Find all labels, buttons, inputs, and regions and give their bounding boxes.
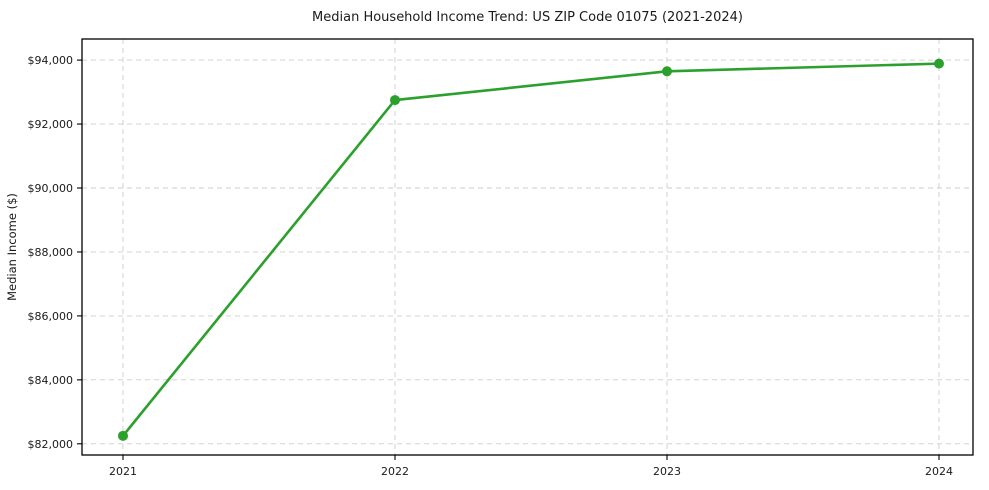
data-series-layer [118,58,944,441]
axis-layer: $82,000 $84,000 $86,000 $88,000 $90,000 $92,0… [28,38,974,478]
y-tick-label: $94,000 [28,54,74,67]
x-tick-label: 2023 [653,465,681,478]
y-tick-label: $92,000 [28,118,74,131]
x-tick-label: 2022 [381,465,409,478]
data-point-marker [934,58,944,69]
y-tick-label: $86,000 [28,310,74,323]
y-tick-label: $82,000 [28,438,74,451]
trend-line [121,62,941,438]
y-tick-label: $88,000 [28,246,74,259]
x-tick-label: 2024 [925,465,953,478]
data-point-marker [390,95,400,106]
data-point-marker [118,430,128,441]
chart-title: Median Household Income Trend: US ZIP Co… [312,10,743,25]
plot-border [81,38,974,456]
y-tick-label: $90,000 [28,182,74,195]
x-tick-label: 2021 [109,465,137,478]
data-point-marker [662,66,672,77]
y-axis-label: Median Income ($) [5,193,19,301]
y-tick-label: $84,000 [28,374,74,387]
grid-layer [82,39,973,455]
